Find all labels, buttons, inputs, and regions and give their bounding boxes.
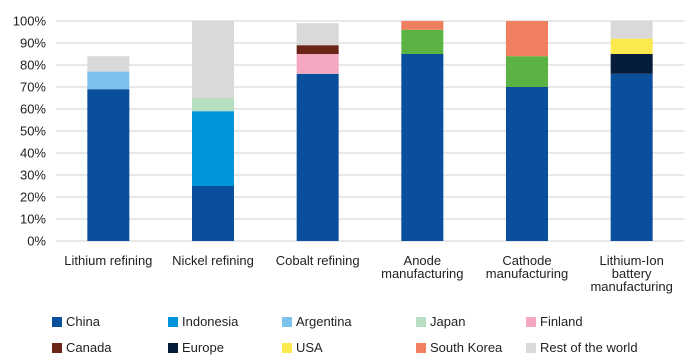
legend-swatch (52, 317, 62, 327)
legend-item: Rest of the world (526, 340, 638, 355)
x-tick-label: Lithium-Ion battery manufacturing (590, 253, 672, 294)
legend-item: USA (282, 340, 323, 355)
legend-swatch (52, 343, 62, 353)
bar-segment-rest-of-the-world (610, 21, 653, 39)
bar-segment-rest-of-the-world (192, 21, 234, 98)
y-tick-label: 0% (27, 234, 46, 249)
y-tick-label: 30% (20, 168, 46, 183)
y-tick-label: 70% (20, 80, 46, 95)
legend: China Indonesia Argentina Japan Finland Canad… (52, 314, 638, 355)
gridlines (56, 20, 684, 242)
legend-label: USA (296, 340, 323, 355)
y-tick-label: 40% (20, 146, 46, 161)
bars (87, 21, 653, 241)
legend-swatch (526, 317, 536, 327)
legend-swatch (526, 343, 536, 353)
legend-item: Europe (168, 340, 224, 355)
bar-segment-finland (296, 54, 339, 74)
legend-label: Finland (540, 314, 583, 329)
legend-label: Japan (430, 314, 465, 329)
x-tick-label: Nickel refining (172, 253, 254, 268)
bar-segment-china (192, 186, 234, 241)
legend-label: Indonesia (182, 314, 239, 329)
y-tick-label: 10% (20, 212, 46, 227)
legend-swatch (282, 317, 292, 327)
legend-item: China (52, 314, 101, 329)
y-tick-label: 90% (20, 36, 46, 51)
legend-label: Argentina (296, 314, 352, 329)
x-tick-label: Lithium refining (64, 253, 152, 268)
bar-segment-japan (192, 98, 234, 112)
legend-swatch (416, 343, 426, 353)
y-tick-label: 80% (20, 58, 46, 73)
bar-segment-argentina (87, 71, 130, 90)
bar-segment-green (401, 29, 444, 54)
legend-swatch (168, 317, 178, 327)
x-tick-label: Cobalt refining (276, 253, 360, 268)
legend-label: Europe (182, 340, 224, 355)
legend-item: South Korea (416, 340, 503, 355)
legend-swatch (168, 343, 178, 353)
y-axis-tick-labels: 0% 10% 20% 30% 40% 50% 60% 70% 80% 90% 100% (13, 14, 47, 249)
legend-swatch (416, 317, 426, 327)
legend-item: Canada (52, 340, 112, 355)
x-tick-label: Anode manufacturing (381, 253, 463, 281)
legend-item: Argentina (282, 314, 352, 329)
legend-item: Indonesia (168, 314, 239, 329)
bar-segment-europe (610, 54, 653, 74)
legend-label: South Korea (430, 340, 503, 355)
x-axis-tick-labels: Lithium refining Nickel refining Cobalt re… (64, 253, 673, 294)
legend-label: Rest of the world (540, 340, 638, 355)
bar-segment-china (296, 73, 339, 241)
bar-segment-china (87, 89, 130, 241)
bar-segment-china (401, 54, 444, 241)
y-tick-label: 50% (20, 124, 46, 139)
bar-segment-usa (610, 38, 653, 54)
bar-segment-indonesia (192, 111, 234, 186)
legend-item: Japan (416, 314, 465, 329)
legend-label: Canada (66, 340, 112, 355)
y-tick-label: 100% (13, 14, 47, 29)
y-tick-label: 60% (20, 102, 46, 117)
bar-segment-china (610, 73, 653, 241)
bar-segment-green (506, 56, 548, 87)
legend-label: China (66, 314, 101, 329)
bar-segment-canada (296, 45, 339, 54)
bar-segment-rest-of-the-world (296, 23, 339, 46)
bar-segment-china (506, 87, 548, 241)
bar-segment-south-korea (401, 21, 444, 30)
legend-item: Finland (526, 314, 583, 329)
legend-swatch (282, 343, 292, 353)
x-tick-label: Cathode manufacturing (486, 253, 568, 281)
bar-segment-rest-of-the-world (87, 56, 130, 72)
bar-segment-south-korea (506, 21, 548, 57)
y-tick-label: 20% (20, 190, 46, 205)
